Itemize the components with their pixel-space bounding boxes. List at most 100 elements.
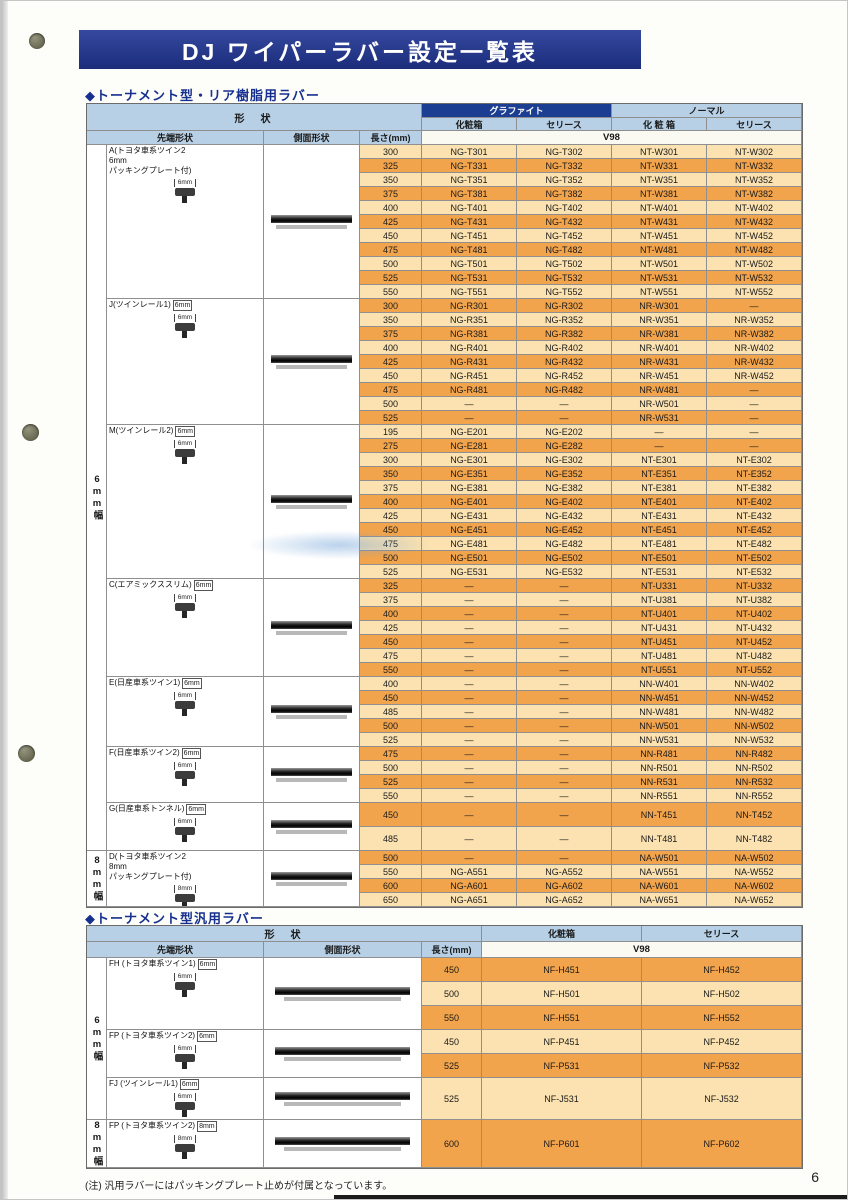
spec-row: 350 NG-T351 NG-T352 NT-W351 NT-W352	[360, 173, 802, 187]
group-label: D(トヨタ車系ツイン2 8mm パッキングプレート付)	[109, 852, 192, 881]
shape-group-FH: FH (トヨタ車系ツイン1) 6mm 6mm 450 NF-H451 NF-H452 500…	[107, 958, 802, 1030]
part-code-cell: ―	[517, 677, 612, 691]
part-code-cell: NG-E452	[517, 523, 612, 537]
part-code-cell: NG-R301	[422, 299, 517, 313]
part-code-cell: NG-A551	[422, 865, 517, 879]
part-code-cell: NG-R432	[517, 355, 612, 369]
part-code-cell: ―	[517, 621, 612, 635]
part-code-cell: NG-R351	[422, 313, 517, 327]
tip-profile-icon: 6mm	[173, 973, 197, 997]
part-code-cell: NT-W482	[707, 243, 802, 257]
spec-row: 375 NG-T381 NG-T382 NT-W381 NT-W382	[360, 187, 802, 201]
tip-cap-shape	[174, 826, 195, 835]
part-code-cell: NT-E531	[612, 565, 707, 579]
group-label-row: D(トヨタ車系ツイン2 8mm パッキングプレート付)	[107, 851, 263, 883]
length-cell: 425	[360, 355, 422, 369]
side-shape-header: 側面形状	[264, 942, 422, 958]
length-header: 長さ(mm)	[422, 942, 482, 958]
part-code-cell: ―	[517, 747, 612, 761]
part-code-cell: NT-W382	[707, 187, 802, 201]
part-code-cell: ―	[517, 827, 612, 851]
group-label: FP (トヨタ車系ツイン2)	[109, 1031, 196, 1040]
dimension-label: 6mm	[173, 594, 197, 602]
tip-profile-icon: 6mm	[173, 179, 197, 203]
width-label-6mm: 6mm幅	[87, 145, 107, 851]
tip-stem-shape	[182, 708, 188, 716]
part-code-cell: NG-T301	[422, 145, 517, 159]
part-code-cell: ―	[517, 851, 612, 865]
page-number: 6	[811, 1169, 819, 1185]
box-header: 化粧箱	[482, 926, 642, 942]
spec-row: 475 ― ― NT-U481 NT-U482	[360, 649, 802, 663]
part-code-cell: NR-W501	[612, 397, 707, 411]
side-shape-cell	[264, 145, 360, 299]
spec-row: 500 NG-E501 NG-E502 NT-E501 NT-E502	[360, 551, 802, 565]
spec-row: 600 NG-A601 NG-A602 NA-W601 NA-W602	[360, 879, 802, 893]
side-view-image	[270, 704, 353, 713]
rows-column: 450 ― ― NN-T451 NN-T452 485 ― ― NN-T481 NN-T482	[360, 803, 802, 851]
tip-cap-shape	[174, 1101, 195, 1110]
section1-heading: ◆トーナメント型・リア樹脂用ラバー	[85, 88, 320, 103]
side-shape-cell	[264, 1030, 422, 1078]
binder-hole-bottom	[18, 745, 35, 762]
part-code-cell: ―	[517, 789, 612, 803]
part-code-cell: NR-W432	[707, 355, 802, 369]
part-code-cell: NG-E432	[517, 509, 612, 523]
tip-cap-shape	[174, 770, 195, 779]
part-code-cell: NG-T432	[517, 215, 612, 229]
part-code-cell: NG-T352	[517, 173, 612, 187]
rows-column: 475 ― ― NN-R481 NN-R482 500 ― ― NN-R501 NN-R502 52…	[360, 747, 802, 803]
graphite-series-header: セリース	[517, 118, 612, 131]
spec-row: 325 NG-T331 NG-T332 NT-W331 NT-W332	[360, 159, 802, 173]
part-code-cell: NT-W332	[707, 159, 802, 173]
spec-row: 300 NG-E301 NG-E302 NT-E301 NT-E302	[360, 453, 802, 467]
width-tag: 6mm	[182, 678, 202, 690]
part-code-cell: ―	[612, 425, 707, 439]
width-tag: 6mm	[175, 426, 196, 438]
part-code-cell: ―	[422, 677, 517, 691]
length-cell: 600	[360, 879, 422, 893]
group-label-row: J(ツインレール1) 6mm	[107, 299, 263, 312]
width-tag: 8mm	[197, 1121, 217, 1133]
tip-shape-cell: F(日産車系ツイン2) 6mm 6mm	[107, 747, 264, 803]
part-code-cell: ―	[707, 299, 802, 313]
spec-row: 550 NG-A551 NG-A552 NA-W551 NA-W552	[360, 865, 802, 879]
universal-rubber-table: 形 状化粧箱 セリース 先端形状 側面形状 長さ(mm) V98 6mm幅 8mm幅 FH (ト…	[86, 925, 803, 1169]
length-cell: 500	[360, 851, 422, 865]
part-code-cell: NR-W401	[612, 341, 707, 355]
spec-row: 525 ― ― NR-W531 ―	[360, 411, 802, 425]
part-code-cell: NG-R402	[517, 341, 612, 355]
spec-row: 485 ― ― NN-W481 NN-W482	[360, 705, 802, 719]
part-code-cell: NT-W532	[707, 271, 802, 285]
part-code-cell: NT-E432	[707, 509, 802, 523]
length-cell: 400	[360, 201, 422, 215]
v98-header: V98	[482, 942, 802, 958]
dimension-label: 6mm	[173, 440, 197, 448]
group-label: FP (トヨタ車系ツイン2)	[109, 1121, 196, 1130]
spec-row: 500 ― ― NA-W501 NA-W502	[360, 851, 802, 865]
length-cell: 550	[360, 865, 422, 879]
graphite-box-header: 化粧箱	[422, 118, 517, 131]
part-code-cell: ―	[517, 761, 612, 775]
part-code-cell: NT-U431	[612, 621, 707, 635]
length-cell: 400	[360, 607, 422, 621]
part-code-cell: NR-W431	[612, 355, 707, 369]
dimension-label: 6mm	[173, 818, 197, 826]
shape-group-E: E(日産車系ツイン1) 6mm 6mm 400 ― ― NN-W401 NN-W402 450 ―…	[107, 677, 802, 747]
spec-row: 375 NG-R381 NG-R382 NR-W381 NR-W382	[360, 327, 802, 341]
group-label-row: FJ (ツインレール1) 6mm	[107, 1078, 263, 1091]
part-code-cell: NT-E381	[612, 481, 707, 495]
part-code-cell: NN-W402	[707, 677, 802, 691]
tip-stem-shape	[182, 834, 188, 842]
side-view-shadow	[276, 224, 347, 229]
part-code-cell: NA-W602	[707, 879, 802, 893]
length-cell: 500	[360, 551, 422, 565]
width-label-column: 6mm幅 8mm幅	[87, 958, 107, 1168]
part-code-cell: NT-W551	[612, 285, 707, 299]
spec-row: 325 ― ― NT-U331 NT-U332	[360, 579, 802, 593]
part-code-cell: ―	[422, 719, 517, 733]
spec-row: 300 NG-T301 NG-T302 NT-W301 NT-W302	[360, 145, 802, 159]
header-right-block: グラファイト ノーマル 化粧箱 セリース化 粧 箱セリース	[422, 104, 802, 131]
